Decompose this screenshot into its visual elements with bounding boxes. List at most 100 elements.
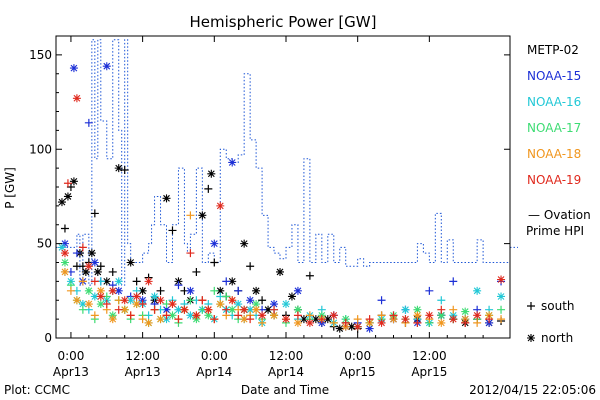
- point-noaa-18: [120, 305, 129, 314]
- point-noaa-15: [222, 277, 231, 286]
- point-noaa-16: [401, 305, 410, 314]
- ovation-legend: — Ovation Prime HPI: [526, 208, 591, 238]
- point-metp-02: [120, 166, 129, 175]
- point-noaa-15: [293, 286, 302, 295]
- ovation-layer: [56, 39, 518, 286]
- point-noaa-17: [437, 311, 446, 320]
- point-metp-02: [311, 315, 320, 324]
- point-noaa-19: [78, 243, 87, 252]
- point-noaa-15: [69, 64, 78, 73]
- legend-noaa-16: NOAA-16: [527, 95, 581, 109]
- symbol-key-north: north: [527, 331, 573, 345]
- point-noaa-19: [485, 315, 494, 324]
- point-noaa-18: [497, 315, 506, 324]
- symbol-key-label: north: [541, 331, 573, 345]
- point-noaa-17: [78, 305, 87, 314]
- point-metp-02: [93, 267, 102, 276]
- point-noaa-19: [186, 249, 195, 258]
- point-noaa-18: [108, 315, 117, 324]
- point-noaa-16: [114, 277, 123, 286]
- point-noaa-19: [293, 311, 302, 320]
- point-metp-02: [138, 286, 147, 295]
- point-metp-02: [102, 277, 111, 286]
- point-noaa-19: [204, 305, 213, 314]
- point-noaa-18: [449, 305, 458, 314]
- point-metp-02: [264, 305, 273, 314]
- x-tick-date-label: Apr13: [125, 365, 161, 379]
- point-metp-02: [162, 194, 171, 203]
- point-noaa-19: [389, 311, 398, 320]
- point-noaa-16: [186, 311, 195, 320]
- point-noaa-18: [156, 315, 165, 324]
- x-tick-date-label: Apr14: [268, 365, 304, 379]
- point-noaa-18: [72, 296, 81, 305]
- point-metp-02: [132, 277, 141, 286]
- point-noaa-19: [138, 300, 147, 309]
- point-noaa-18: [240, 315, 249, 324]
- point-metp-02: [90, 209, 99, 218]
- point-noaa-19: [156, 296, 165, 305]
- point-noaa-19: [216, 201, 225, 210]
- point-noaa-19: [228, 296, 237, 305]
- point-noaa-19: [60, 249, 69, 258]
- point-noaa-18: [216, 300, 225, 309]
- point-noaa-15: [425, 286, 434, 295]
- point-metp-02: [156, 286, 165, 295]
- point-noaa-15: [114, 286, 123, 295]
- point-noaa-16: [497, 292, 506, 301]
- point-noaa-16: [234, 300, 243, 309]
- y-tick-label: 0: [44, 331, 52, 345]
- point-noaa-18: [78, 277, 87, 286]
- point-metp-02: [63, 192, 72, 201]
- y-tick-label: 50: [37, 237, 52, 251]
- point-noaa-19: [168, 300, 177, 309]
- x-tick-time-label: 12:00: [412, 349, 447, 363]
- point-noaa-16: [281, 300, 290, 309]
- point-noaa-19: [246, 315, 255, 324]
- point-noaa-19: [281, 315, 290, 324]
- point-metp-02: [60, 224, 69, 233]
- point-noaa-18: [60, 267, 69, 276]
- point-noaa-15: [90, 258, 99, 267]
- point-noaa-18: [305, 311, 314, 320]
- point-noaa-19: [126, 311, 135, 320]
- point-noaa-18: [84, 300, 93, 309]
- point-noaa-16: [126, 296, 135, 305]
- point-noaa-18: [413, 311, 422, 320]
- point-noaa-17: [186, 296, 195, 305]
- point-noaa-18: [437, 318, 446, 327]
- point-noaa-15: [72, 249, 81, 258]
- point-noaa-15: [270, 300, 279, 309]
- point-noaa-19: [90, 277, 99, 286]
- point-noaa-19: [270, 305, 279, 314]
- y-tick-label: 100: [29, 142, 52, 156]
- point-noaa-19: [353, 322, 362, 331]
- point-noaa-18: [258, 318, 267, 327]
- point-noaa-19: [401, 315, 410, 324]
- plot-frame: [55, 35, 511, 339]
- point-noaa-17: [96, 300, 105, 309]
- point-noaa-17: [252, 300, 261, 309]
- ovation-hpi-line: [56, 39, 510, 286]
- point-metp-02: [168, 226, 177, 235]
- point-noaa-17: [60, 258, 69, 267]
- point-metp-02: [276, 267, 285, 276]
- x-tick-date-label: Apr15: [340, 365, 376, 379]
- x-tick-time-label: 0:00: [57, 349, 84, 363]
- point-noaa-19: [162, 311, 171, 320]
- point-metp-02: [192, 267, 201, 276]
- point-metp-02: [287, 292, 296, 301]
- point-noaa-18: [353, 315, 362, 324]
- legend-metp-02: METP-02: [527, 43, 579, 57]
- point-noaa-15: [84, 118, 93, 127]
- point-noaa-19: [72, 94, 81, 103]
- point-noaa-17: [168, 311, 177, 320]
- ovation-legend-line2: Prime HPI: [526, 224, 584, 238]
- point-noaa-18: [90, 311, 99, 320]
- point-noaa-19: [413, 318, 422, 327]
- point-noaa-19: [437, 305, 446, 314]
- point-noaa-16: [57, 243, 66, 252]
- point-noaa-16: [473, 286, 482, 295]
- point-noaa-15: [449, 277, 458, 286]
- point-noaa-16: [246, 305, 255, 314]
